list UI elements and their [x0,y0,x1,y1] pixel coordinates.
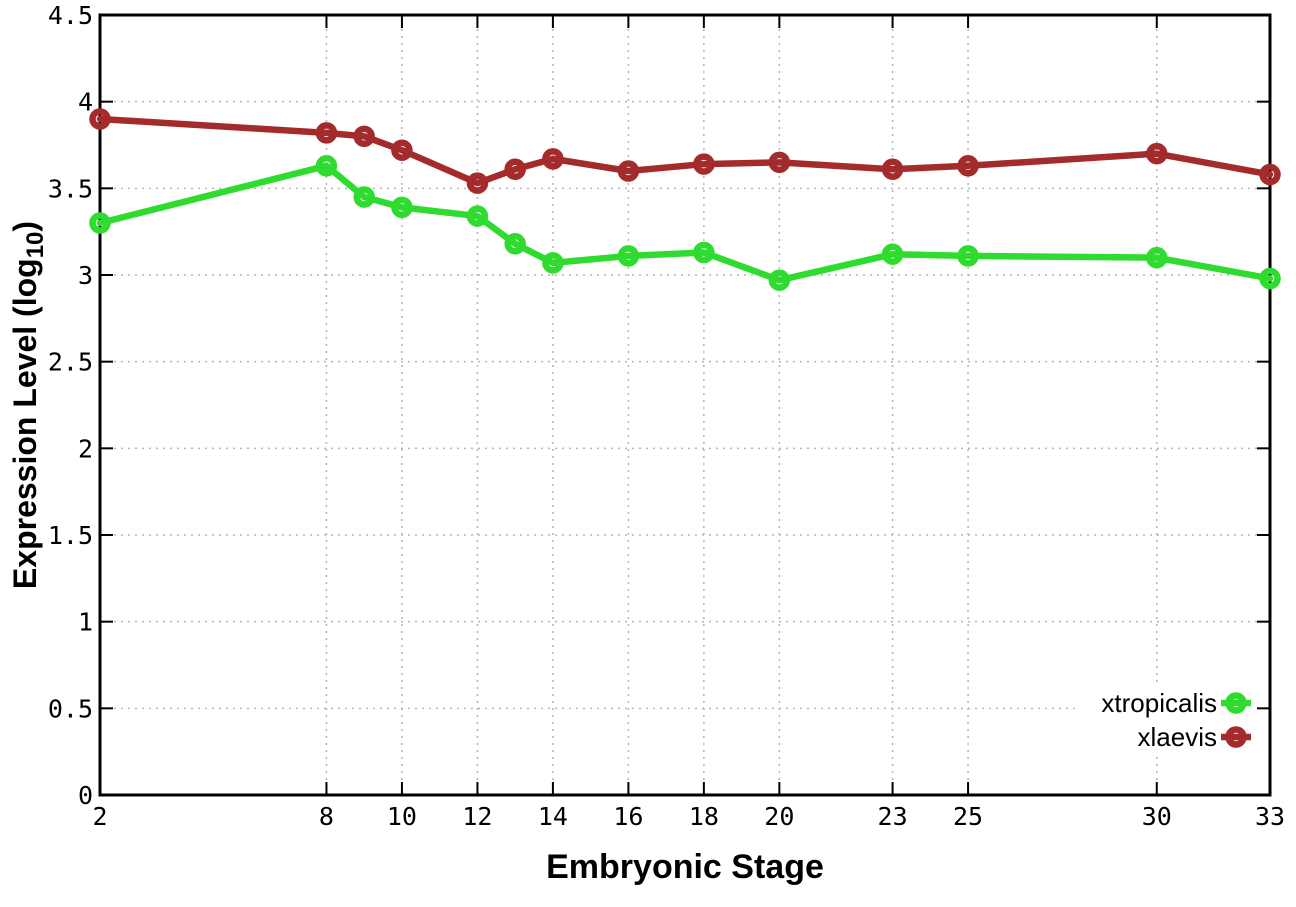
series-xtropicalis-point [693,241,715,264]
x-tick-label: 8 [319,802,334,831]
tick-labels: 2 8 10 12 14 16 18 20 23 25 30 33 0 0.5 1 1.5 2 2.5 3 3.5 4 4… [48,1,1285,831]
series-xlaevis-point [89,108,111,130]
y-tick-label: 1.5 [48,521,93,550]
series-xlaevis-point [466,172,489,194]
y-tick-label: 0 [78,781,93,810]
y-tick-label: 4.5 [48,1,93,30]
plot-border [98,13,1272,797]
legend-row-xtropicalis: xtropicalis [1101,688,1251,718]
x-tick-label: 14 [538,802,568,831]
series-xlaevis [89,108,1281,194]
series-xlaevis-point [768,151,791,174]
x-tick-label: 23 [878,802,908,831]
y-tick-label: 4 [78,88,93,117]
series-xlaevis-line [96,115,1274,187]
series-xlaevis-point [542,148,564,170]
x-tick-label: 18 [689,802,719,831]
series-xtropicalis-point [542,252,564,274]
legend-label-xlaevis: xlaevis [1138,722,1217,752]
series-xlaevis-point [617,160,640,182]
x-tick-label: 10 [387,802,417,831]
y-tick-label: 3 [78,261,93,290]
tick-marks [99,14,1271,796]
series-xlaevis-point [957,155,979,177]
series-xtropicalis-point [315,155,338,177]
y-tick-label: 1 [78,608,93,637]
series-xtropicalis-point [353,186,375,208]
y-tick-label: 2.5 [48,348,93,377]
series-xlaevis-point [881,158,904,181]
series-xlaevis-point [1259,163,1281,186]
series-xtropicalis-point [391,196,413,219]
series-xlaevis-point [391,139,413,161]
series-xtropicalis-point [617,245,640,267]
x-tick-label: 30 [1142,802,1172,831]
y-tick-label: 2 [78,434,93,463]
legend-open-circle-icon [1225,726,1247,748]
series-xlaevis-point [504,158,526,181]
legend-open-circle-icon [1225,692,1247,714]
x-tick-label: 33 [1255,802,1285,831]
y-tick-label: 3.5 [48,174,93,203]
x-tick-label: 16 [613,802,643,831]
series-xlaevis-point [353,125,375,148]
series-xtropicalis [89,155,1281,291]
series-xtropicalis-point [466,205,489,227]
series-xlaevis-point [315,122,338,144]
series-xtropicalis-point [957,245,979,267]
y-tick-label: 0.5 [48,694,93,723]
series-xtropicalis-point [768,269,791,291]
series-xlaevis-point [1146,142,1168,165]
series-xtropicalis-point [89,212,111,234]
legend: xtropicalis xlaevis [1101,688,1251,752]
legend-label-xtropicalis: xtropicalis [1101,688,1217,718]
x-tick-label: 12 [462,802,492,831]
series-xtropicalis-point [881,243,904,265]
y-axis-title: Expression Level (log10) [7,221,49,589]
x-axis-title: Embryonic Stage [546,848,824,886]
x-tick-label: 2 [92,802,107,831]
x-tick-label: 25 [953,802,983,831]
series-xtropicalis-point [1259,267,1281,290]
series-xlaevis-point [693,153,715,175]
legend-row-xlaevis: xlaevis [1138,722,1251,752]
series-xtropicalis-line [96,162,1274,284]
x-tick-label: 20 [764,802,794,831]
series-xtropicalis-point [1146,246,1168,269]
series-xtropicalis-point [504,233,526,255]
